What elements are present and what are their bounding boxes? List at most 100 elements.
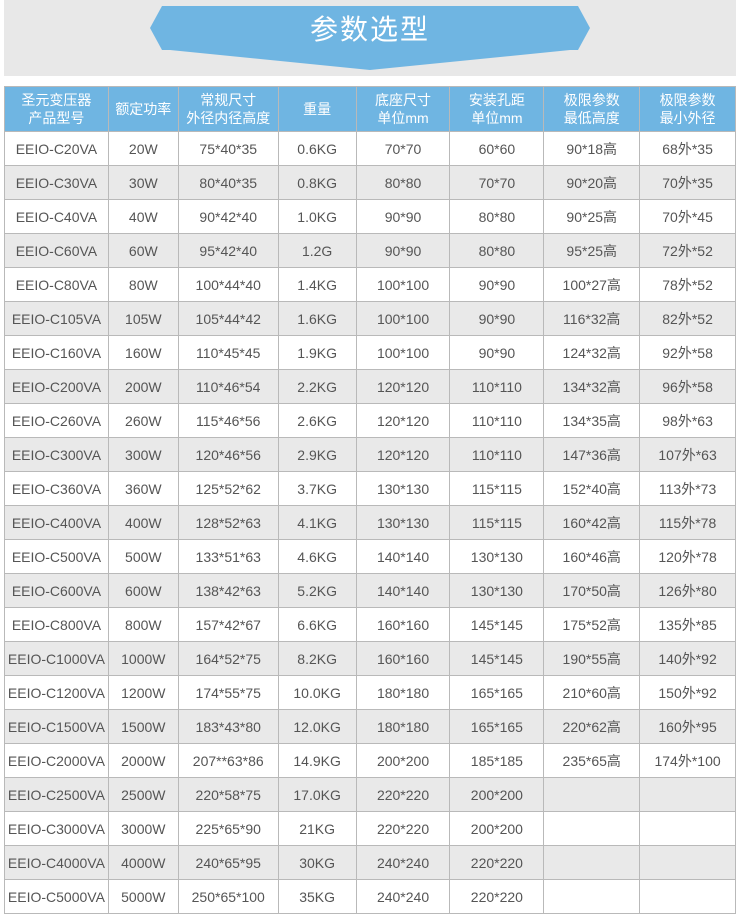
table-row: EEIO-C400VA400W128*52*634.1KG130*130115*… bbox=[5, 506, 736, 540]
cell: 300W bbox=[108, 438, 178, 472]
table-row: EEIO-C4000VA4000W240*65*9530KG240*240220… bbox=[5, 846, 736, 880]
cell: 4.1KG bbox=[278, 506, 356, 540]
cell: 100*27高 bbox=[544, 268, 640, 302]
col-header-line2: 单位mm bbox=[359, 109, 448, 127]
cell: 2000W bbox=[108, 744, 178, 778]
cell: 130*130 bbox=[356, 472, 450, 506]
cell: 240*240 bbox=[356, 880, 450, 914]
table-row: EEIO-C105VA105W105*44*421.6KG100*10090*9… bbox=[5, 302, 736, 336]
cell: 90*18高 bbox=[544, 132, 640, 166]
cell: 235*65高 bbox=[544, 744, 640, 778]
col-header-4: 底座尺寸单位mm bbox=[356, 87, 450, 132]
cell: 160*46高 bbox=[544, 540, 640, 574]
table-row: EEIO-C2000VA2000W207**63*8614.9KG200*200… bbox=[5, 744, 736, 778]
table-row: EEIO-C600VA600W138*42*635.2KG140*140130*… bbox=[5, 574, 736, 608]
cell: 500W bbox=[108, 540, 178, 574]
cell: 110*46*54 bbox=[178, 370, 278, 404]
cell: 400W bbox=[108, 506, 178, 540]
cell: 175*52高 bbox=[544, 608, 640, 642]
cell: 185*185 bbox=[450, 744, 544, 778]
col-header-line1: 安装孔距 bbox=[452, 91, 541, 109]
cell: 3000W bbox=[108, 812, 178, 846]
table-row: EEIO-C3000VA3000W225*65*9021KG220*220200… bbox=[5, 812, 736, 846]
cell: 78外*52 bbox=[640, 268, 736, 302]
cell: 130*130 bbox=[450, 574, 544, 608]
cell: 180*180 bbox=[356, 676, 450, 710]
table-row: EEIO-C500VA500W133*51*634.6KG140*140130*… bbox=[5, 540, 736, 574]
cell: 260W bbox=[108, 404, 178, 438]
cell: 110*110 bbox=[450, 404, 544, 438]
cell: 60*60 bbox=[450, 132, 544, 166]
cell: 1.2G bbox=[278, 234, 356, 268]
cell: 220*62高 bbox=[544, 710, 640, 744]
cell: EEIO-C4000VA bbox=[5, 846, 109, 880]
cell: 80*80 bbox=[450, 200, 544, 234]
cell: 12.0KG bbox=[278, 710, 356, 744]
table-row: EEIO-C60VA60W95*42*401.2G90*9080*8095*25… bbox=[5, 234, 736, 268]
cell: 164*52*75 bbox=[178, 642, 278, 676]
cell: 21KG bbox=[278, 812, 356, 846]
table-row: EEIO-C200VA200W110*46*542.2KG120*120110*… bbox=[5, 370, 736, 404]
cell: 68外*35 bbox=[640, 132, 736, 166]
cell: 220*220 bbox=[450, 846, 544, 880]
cell: 100*100 bbox=[356, 336, 450, 370]
table-row: EEIO-C260VA260W115*46*562.6KG120*120110*… bbox=[5, 404, 736, 438]
cell: 70*70 bbox=[450, 166, 544, 200]
cell: EEIO-C80VA bbox=[5, 268, 109, 302]
col-header-line1: 圣元变压器 bbox=[7, 91, 106, 109]
cell: 130*130 bbox=[450, 540, 544, 574]
col-header-line1: 额定功率 bbox=[111, 100, 176, 118]
cell: 130*130 bbox=[356, 506, 450, 540]
table-row: EEIO-C160VA160W110*45*451.9KG100*10090*9… bbox=[5, 336, 736, 370]
col-header-line2: 最低高度 bbox=[546, 109, 637, 127]
cell: 126外*80 bbox=[640, 574, 736, 608]
cell bbox=[640, 846, 736, 880]
col-header-line2: 外径内径高度 bbox=[181, 109, 276, 127]
cell: 180*180 bbox=[356, 710, 450, 744]
cell: EEIO-C500VA bbox=[5, 540, 109, 574]
cell: 72外*52 bbox=[640, 234, 736, 268]
cell: EEIO-C2500VA bbox=[5, 778, 109, 812]
cell: EEIO-C300VA bbox=[5, 438, 109, 472]
cell: 5.2KG bbox=[278, 574, 356, 608]
cell: 220*220 bbox=[356, 812, 450, 846]
col-header-6: 极限参数最低高度 bbox=[544, 87, 640, 132]
cell: 115外*78 bbox=[640, 506, 736, 540]
cell: 100*100 bbox=[356, 268, 450, 302]
cell: 2.9KG bbox=[278, 438, 356, 472]
cell: EEIO-C60VA bbox=[5, 234, 109, 268]
cell: 110*110 bbox=[450, 438, 544, 472]
cell: 100*100 bbox=[356, 302, 450, 336]
cell: EEIO-C105VA bbox=[5, 302, 109, 336]
cell: 152*40高 bbox=[544, 472, 640, 506]
cell: 140*140 bbox=[356, 574, 450, 608]
cell: 145*145 bbox=[450, 608, 544, 642]
cell: 98外*63 bbox=[640, 404, 736, 438]
cell: 160*42高 bbox=[544, 506, 640, 540]
cell: 110*110 bbox=[450, 370, 544, 404]
cell: 240*240 bbox=[356, 846, 450, 880]
col-header-2: 常规尺寸外径内径高度 bbox=[178, 87, 278, 132]
cell: 105W bbox=[108, 302, 178, 336]
table-row: EEIO-C360VA360W125*52*623.7KG130*130115*… bbox=[5, 472, 736, 506]
cell: 116*32高 bbox=[544, 302, 640, 336]
cell: 174外*100 bbox=[640, 744, 736, 778]
table-row: EEIO-C2500VA2500W220*58*7517.0KG220*2202… bbox=[5, 778, 736, 812]
cell: 95*25高 bbox=[544, 234, 640, 268]
cell: EEIO-C160VA bbox=[5, 336, 109, 370]
cell: 92外*58 bbox=[640, 336, 736, 370]
cell: 140*140 bbox=[356, 540, 450, 574]
cell: 120*120 bbox=[356, 438, 450, 472]
cell: 90*90 bbox=[450, 268, 544, 302]
cell: 6.6KG bbox=[278, 608, 356, 642]
cell: 190*55高 bbox=[544, 642, 640, 676]
col-header-line1: 重量 bbox=[281, 100, 354, 118]
col-header-line1: 极限参数 bbox=[546, 91, 637, 109]
cell: 35KG bbox=[278, 880, 356, 914]
cell: 183*43*80 bbox=[178, 710, 278, 744]
cell: 160外*95 bbox=[640, 710, 736, 744]
title-banner: 参数选型 bbox=[4, 0, 736, 76]
table-row: EEIO-C1000VA1000W164*52*758.2KG160*16014… bbox=[5, 642, 736, 676]
cell: 115*115 bbox=[450, 506, 544, 540]
cell: 90*42*40 bbox=[178, 200, 278, 234]
